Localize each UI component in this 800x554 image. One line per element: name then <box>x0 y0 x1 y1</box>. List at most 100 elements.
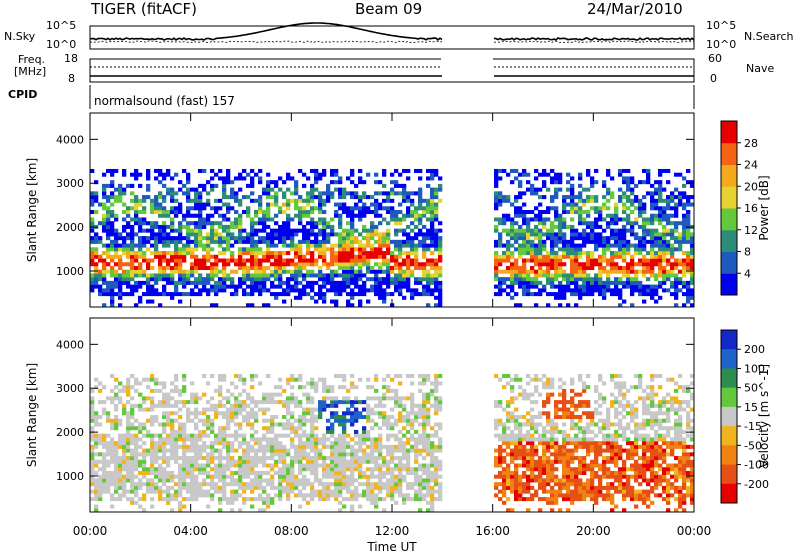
heatmap-cell <box>654 213 659 218</box>
heatmap-cell <box>298 265 303 270</box>
heatmap-cell <box>286 407 291 412</box>
heatmap-cell <box>210 239 215 244</box>
heatmap-cell <box>270 254 275 259</box>
heatmap-cell <box>582 292 587 297</box>
heatmap-cell <box>102 224 107 229</box>
heatmap-cell <box>614 265 619 270</box>
heatmap-cell <box>206 418 211 423</box>
heatmap-cell <box>298 168 303 173</box>
heatmap-cell <box>222 288 227 293</box>
heatmap-cell <box>414 493 419 498</box>
heatmap-cell <box>94 441 99 446</box>
heatmap-cell <box>242 388 247 393</box>
heatmap-cell <box>634 198 639 203</box>
heatmap-cell <box>186 180 191 185</box>
heatmap-cell <box>530 265 535 270</box>
heatmap-cell <box>362 247 367 252</box>
heatmap-cell <box>266 288 271 293</box>
heatmap-cell <box>246 422 251 427</box>
heatmap-cell <box>438 463 443 468</box>
heatmap-cell <box>378 262 383 267</box>
heatmap-cell <box>338 176 343 181</box>
heatmap-cell <box>94 485 99 490</box>
heatmap-cell <box>662 187 667 192</box>
heatmap-cell <box>158 228 163 233</box>
heatmap-cell <box>186 213 191 218</box>
heatmap-cell <box>406 239 411 244</box>
heatmap-cell <box>130 485 135 490</box>
heatmap-cell <box>658 191 663 196</box>
heatmap-cell <box>430 236 435 241</box>
power-ylabel: Slant Range [km] <box>25 158 39 262</box>
heatmap-cell <box>530 247 535 252</box>
heatmap-cell <box>430 187 435 192</box>
heatmap-cell <box>350 191 355 196</box>
heatmap-cell <box>658 280 663 285</box>
heatmap-cell <box>318 482 323 487</box>
heatmap-cell <box>518 191 523 196</box>
heatmap-cell <box>538 247 543 252</box>
heatmap-cell <box>258 407 263 412</box>
heatmap-cell <box>246 452 251 457</box>
heatmap-cell <box>398 221 403 226</box>
heatmap-cell <box>210 277 215 282</box>
heatmap-cell <box>394 437 399 442</box>
heatmap-cell <box>206 489 211 494</box>
heatmap-cell <box>526 243 531 248</box>
heatmap-cell <box>226 228 231 233</box>
heatmap-cell <box>194 467 199 472</box>
heatmap-cell <box>650 265 655 270</box>
heatmap-cell <box>358 444 363 449</box>
heatmap-cell <box>586 198 591 203</box>
heatmap-cell <box>102 474 107 479</box>
heatmap-cell <box>230 411 235 416</box>
heatmap-cell <box>130 236 135 241</box>
heatmap-cell <box>370 210 375 215</box>
heatmap-cell <box>314 239 319 244</box>
heatmap-cell <box>390 452 395 457</box>
heatmap-cell <box>274 441 279 446</box>
heatmap-cell <box>194 292 199 297</box>
heatmap-cell <box>142 280 147 285</box>
heatmap-cell <box>122 224 127 229</box>
heatmap-cell <box>394 467 399 472</box>
heatmap-cell <box>434 269 439 274</box>
heatmap-cell <box>298 262 303 267</box>
heatmap-cell <box>174 497 179 502</box>
heatmap-cell <box>122 493 127 498</box>
heatmap-cell <box>382 385 387 390</box>
heatmap-cell <box>494 474 499 479</box>
heatmap-cell <box>158 180 163 185</box>
heatmap-cell <box>386 251 391 256</box>
heatmap-cell <box>106 284 111 289</box>
heatmap-cell <box>494 176 499 181</box>
heatmap-cell <box>134 221 139 226</box>
heatmap-cell <box>146 284 151 289</box>
heatmap-cell <box>334 444 339 449</box>
heatmap-cell <box>178 485 183 490</box>
heatmap-cell <box>406 373 411 378</box>
heatmap-cell <box>110 459 115 464</box>
heatmap-cell <box>170 433 175 438</box>
heatmap-cell <box>434 236 439 241</box>
heatmap-cell <box>434 407 439 412</box>
heatmap-cell <box>526 280 531 285</box>
heatmap-cell <box>254 400 259 405</box>
heatmap-cell <box>146 280 151 285</box>
heatmap-cell <box>250 258 255 263</box>
heatmap-cell <box>618 288 623 293</box>
heatmap-cell <box>582 236 587 241</box>
heatmap-cell <box>198 228 203 233</box>
heatmap-cell <box>414 467 419 472</box>
heatmap-cell <box>106 489 111 494</box>
power-heatmap <box>90 168 694 307</box>
heatmap-cell <box>534 292 539 297</box>
heatmap-cell <box>358 459 363 464</box>
heatmap-cell <box>394 444 399 449</box>
heatmap-cell <box>278 236 283 241</box>
heatmap-cell <box>674 292 679 297</box>
heatmap-cell <box>234 191 239 196</box>
heatmap-cell <box>178 429 183 434</box>
heatmap-cell <box>162 392 167 397</box>
heatmap-cell <box>322 444 327 449</box>
